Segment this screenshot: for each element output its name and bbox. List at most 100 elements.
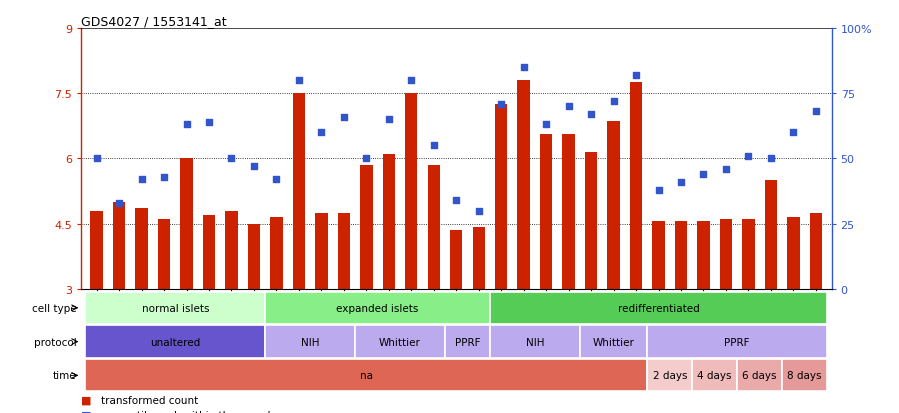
Bar [265, 326, 355, 358]
Bar [580, 326, 647, 358]
Point [539, 122, 554, 128]
Point [111, 200, 126, 206]
Bar [85, 359, 647, 392]
Point [135, 176, 149, 183]
Text: ■: ■ [81, 410, 92, 413]
Bar [765, 180, 777, 289]
Point [156, 174, 171, 180]
Point [336, 114, 351, 121]
Bar [585, 152, 597, 289]
Text: redifferentiated: redifferentiated [618, 303, 699, 313]
Bar [113, 202, 125, 289]
Bar [782, 359, 827, 392]
Point [246, 164, 262, 170]
Point [584, 112, 599, 118]
Bar [158, 220, 170, 289]
Point [291, 78, 306, 84]
Bar [608, 122, 619, 289]
Bar [136, 209, 147, 289]
Point [561, 104, 576, 110]
Text: na: na [360, 370, 373, 380]
Bar [698, 222, 709, 289]
Bar [445, 326, 490, 358]
Bar [271, 218, 282, 289]
Bar [630, 83, 642, 289]
Bar [737, 359, 782, 392]
Bar [316, 213, 327, 289]
Text: PPRF: PPRF [455, 337, 480, 347]
Point [225, 156, 239, 162]
Text: normal islets: normal islets [141, 303, 209, 313]
Point [270, 176, 284, 183]
Bar [518, 81, 530, 289]
Bar [355, 326, 445, 358]
Point [607, 98, 621, 105]
Bar [203, 216, 215, 289]
Text: expanded islets: expanded islets [336, 303, 419, 313]
Bar [788, 218, 799, 289]
Text: Whittier: Whittier [592, 337, 635, 347]
Bar [490, 292, 827, 324]
Bar [181, 159, 192, 289]
Bar [383, 154, 395, 289]
Bar [540, 135, 552, 289]
Point [471, 208, 485, 214]
Bar [226, 211, 237, 289]
Text: time: time [53, 370, 76, 380]
Bar [647, 359, 692, 392]
Point [315, 130, 329, 136]
Bar [265, 292, 490, 324]
Point [201, 119, 216, 126]
Bar [450, 230, 462, 289]
Text: 4 days: 4 days [698, 370, 732, 380]
Bar [85, 292, 265, 324]
Point [405, 78, 419, 84]
Text: 6 days: 6 days [743, 370, 777, 380]
Point [786, 130, 801, 136]
Text: percentile rank within the sample: percentile rank within the sample [101, 410, 277, 413]
Point [809, 109, 823, 116]
Bar [647, 326, 827, 358]
Point [651, 187, 665, 194]
Point [719, 166, 734, 173]
Text: 8 days: 8 days [788, 370, 822, 380]
Point [180, 122, 194, 128]
Text: unaltered: unaltered [150, 337, 200, 347]
Bar [85, 326, 265, 358]
Point [742, 153, 756, 160]
Bar [91, 211, 102, 289]
Bar [810, 213, 822, 289]
Bar [360, 166, 372, 289]
Text: protocol: protocol [33, 337, 76, 347]
Point [697, 171, 711, 178]
Bar [495, 105, 507, 289]
Bar [743, 220, 754, 289]
Point [629, 72, 644, 79]
Text: NIH: NIH [526, 337, 544, 347]
Text: ■: ■ [81, 395, 92, 405]
Point [764, 156, 779, 162]
Point [449, 197, 464, 204]
Text: Whittier: Whittier [379, 337, 421, 347]
Bar [428, 166, 440, 289]
Point [494, 101, 509, 108]
Text: GDS4027 / 1553141_at: GDS4027 / 1553141_at [81, 15, 227, 28]
Bar [338, 213, 350, 289]
Point [360, 156, 374, 162]
Point [381, 116, 396, 123]
Point [674, 179, 689, 186]
Bar [490, 326, 580, 358]
Bar [405, 94, 417, 289]
Bar [563, 135, 574, 289]
Point [516, 64, 530, 71]
Text: PPRF: PPRF [725, 337, 750, 347]
Bar [293, 94, 305, 289]
Bar [720, 220, 732, 289]
Bar [675, 222, 687, 289]
Bar [473, 228, 485, 289]
Point [90, 156, 103, 162]
Text: cell type: cell type [31, 303, 76, 313]
Text: NIH: NIH [301, 337, 319, 347]
Text: 2 days: 2 days [653, 370, 687, 380]
Bar [248, 224, 260, 289]
